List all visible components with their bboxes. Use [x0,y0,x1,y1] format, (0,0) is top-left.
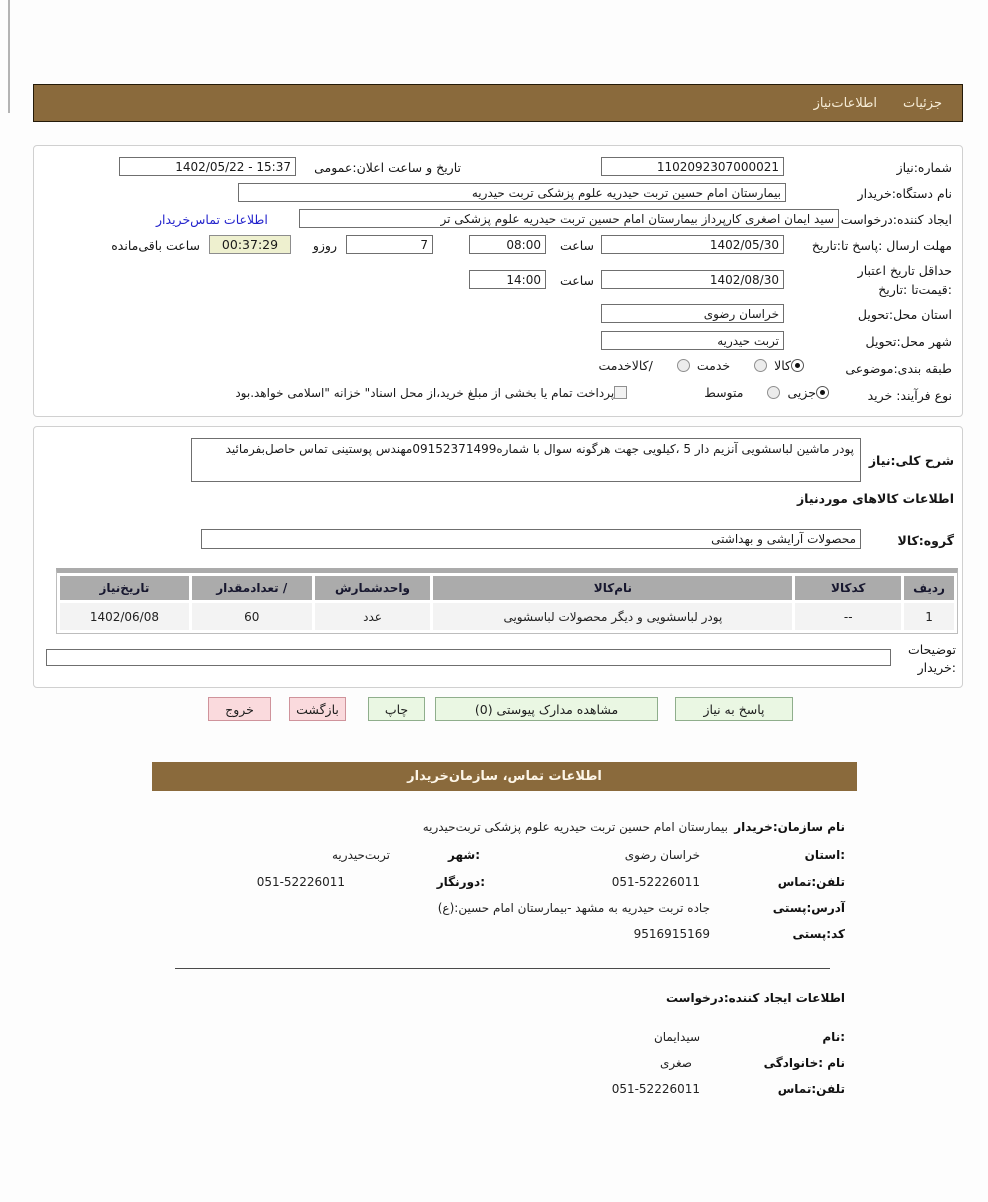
org-postal-value: 9516915169 [633,927,710,941]
contact-section-bar: اطلاعات تماس، سازمان‌خریدار [152,762,857,791]
reply-deadline-time-field[interactable]: 08:00 [469,235,546,254]
org-province-label: :استان [804,848,845,862]
org-address-value: جاده تربت حیدریه به مشهد -بیمارستان امام… [437,901,710,915]
org-postal-label: کد:پستی [792,927,845,941]
tab-details[interactable]: جزئیات [903,95,942,111]
org-city-label: :شهر [448,848,480,862]
radio-medium-label: متوسط [704,385,744,400]
print-button[interactable]: چاپ [368,697,425,721]
org-fax-value: 051-52226011 [256,875,345,889]
org-fax-label: :دورنگار [436,875,485,889]
radio-service-label: خدمت [696,358,731,373]
request-creator-field[interactable]: سید ایمان اصغری کارپرداز بیمارستان امام … [299,209,839,228]
col-unit: واحدشمارش [314,576,431,600]
cell-row-number: 1 [904,603,954,630]
hour-label-1: ساعت [559,238,594,253]
countdown-timer: 00:37:29 [209,235,291,254]
goods-group-label: گروه:کالا [897,533,954,548]
subject-category-options: کالا خدمت /کالاخدمت [591,358,804,373]
device-name-label: نام دستگاه:خریدار [857,186,952,201]
reply-deadline-date-field[interactable]: 1402/05/30 [601,235,784,254]
buyer-notes-field[interactable] [46,649,891,666]
col-item-name: نام‌کالا [433,576,793,600]
page-edge-line [8,0,10,113]
buyer-contact-link[interactable]: اطلاعات تماس‌خریدار [156,212,268,227]
col-quantity: / تعدادمقدار [191,576,312,600]
need-number-field[interactable]: 1102092307000021 [601,157,784,176]
view-attachments-button[interactable]: مشاهده مدارک پیوستی (0) [435,697,658,721]
items-table-header-row: ردیف کدکالا نام‌کالا واحدشمارش / تعدادمق… [60,576,954,600]
org-phone-label: تلفن:تماس [777,875,845,889]
radio-partial-label: جزیی [787,385,816,400]
respond-to-need-button[interactable]: پاسخ به نیاز [675,697,793,721]
cell-need-date: 1402/06/08 [60,603,189,630]
col-row-number: ردیف [904,576,954,600]
treasury-checkbox[interactable] [614,386,628,399]
creator-phone-value: 051-52226011 [611,1082,700,1096]
tab-bar: جزئیات اطلاعات‌نیاز [33,84,963,122]
delivery-province-label: استان محل:تحویل [857,307,952,322]
announce-label: تاریخ و ساعت اعلان:عمومی [314,160,461,175]
delivery-city-field[interactable]: تربت حیدریه [601,331,784,350]
cell-quantity: 60 [191,603,312,630]
reply-deadline-label: مهلت ارسال :پاسخ تا:تاریخ [811,238,952,253]
hour-label-2: ساعت [559,273,594,288]
creator-lastname-label: نام :خانوادگی [763,1056,845,1070]
org-address-label: آدرس:پستی [772,901,845,915]
price-validity-label: حداقل تاریخ اعتبار :قیمت‌تا :تاریخ [857,263,952,297]
announce-datetime-field[interactable]: 1402/05/22 - 15:37 [119,157,296,176]
section-divider [175,968,830,969]
device-name-field[interactable]: بیمارستان امام حسین تربت حیدریه علوم پزش… [238,183,786,202]
treasury-checkbox-label: پرداخت تمام یا بخشی از مبلغ خرید،از محل … [235,385,615,400]
buyer-notes-label-line2: :خریدار [917,660,956,676]
process-type-options: جزیی متوسط پرداخت تمام یا بخشی از مبلغ خ… [228,385,829,400]
process-type-label: نوع فرآیند: خرید [867,388,952,403]
days-label: روزو [312,238,337,253]
need-number-label: شماره:نیاز [896,160,952,175]
remaining-hours-label: ساعت باقی‌مانده [111,238,200,253]
org-city-value: تربت‌حیدریه [332,848,390,862]
radio-service[interactable] [754,359,768,372]
buyer-notes-label-line1: توضیحات [908,642,956,657]
col-need-date: تاریخ‌نیاز [60,576,189,600]
radio-goods-service-label: /کالاخدمت [598,358,653,373]
need-description-field[interactable]: پودر ماشین لباسشویی آنزیم دار 5 ،کیلویی … [191,438,861,482]
days-field[interactable]: 7 [346,235,433,254]
radio-goods-label: کالا [774,358,791,373]
goods-group-field[interactable]: محصولات آرایشی و بهداشتی [201,529,861,549]
col-item-code: کدکالا [795,576,902,600]
org-province-value: خراسان رضوی [624,848,700,862]
goods-info-panel: شرح کلی:نیاز پودر ماشین لباسشویی آنزیم د… [33,426,963,688]
exit-button[interactable]: خروج [208,697,271,721]
radio-goods[interactable] [791,359,804,372]
cell-item-code: -- [795,603,902,630]
need-info-panel: شماره:نیاز 1102092307000021 تاریخ و ساعت… [33,145,963,417]
creator-name-value: سیدایمان [653,1030,700,1044]
request-creator-label: ایجاد کننده:درخواست [840,212,952,227]
cell-unit: عدد [314,603,431,630]
org-name-value: بیمارستان امام حسین تربت حیدریه علوم پزش… [422,820,728,834]
tab-need-info[interactable]: اطلاعات‌نیاز [813,95,878,111]
subject-category-label: طبقه بندی:موضوعی [845,361,952,376]
items-table: ردیف کدکالا نام‌کالا واحدشمارش / تعدادمق… [56,568,958,634]
org-name-label: نام سازمان:خریدار [734,820,845,834]
validity-date-field[interactable]: 1402/08/30 [601,270,784,289]
creator-name-label: :نام [822,1030,845,1044]
need-description-label: شرح کلی:نیاز [868,453,954,468]
validity-time-field[interactable]: 14:00 [469,270,546,289]
buyer-notes-label: توضیحات :خریدار [908,641,956,677]
cell-item-name: پودر لباسشویی و دیگر محصولات لباسشویی [433,603,793,630]
radio-medium[interactable] [767,386,781,399]
needed-items-heading: اطلاعات کالاهای موردنیاز [796,491,954,506]
table-row[interactable]: 1 -- پودر لباسشویی و دیگر محصولات لباسشو… [60,603,954,630]
creator-phone-label: تلفن:تماس [777,1082,845,1096]
org-phone-value: 051-52226011 [611,875,700,889]
request-creator-heading: اطلاعات ایجاد کننده:درخواست [665,991,845,1005]
delivery-province-field[interactable]: خراسان رضوی [601,304,784,323]
creator-lastname-value: صغری [660,1056,692,1070]
delivery-city-label: شهر محل:تحویل [865,334,953,349]
back-button[interactable]: بازگشت [289,697,346,721]
radio-partial[interactable] [816,386,829,399]
radio-goods-service[interactable] [676,359,690,372]
